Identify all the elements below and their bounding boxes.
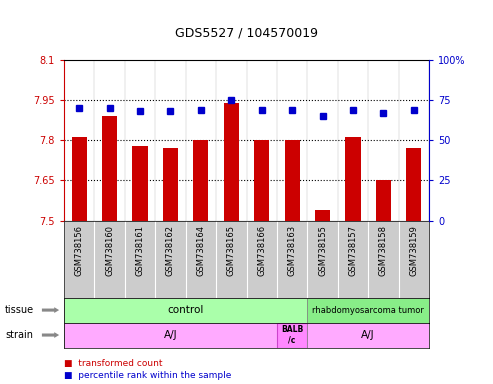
Bar [345,137,360,221]
Bar [64,323,277,348]
Bar [102,116,117,221]
Text: GSM738157: GSM738157 [349,225,357,276]
Text: strain: strain [5,330,33,340]
Text: ■  transformed count: ■ transformed count [64,359,163,368]
Bar [307,323,429,348]
Text: control: control [168,305,204,315]
Text: GSM738158: GSM738158 [379,225,388,276]
Text: GSM738161: GSM738161 [136,225,144,276]
Text: GSM738163: GSM738163 [287,225,297,276]
Bar [64,298,307,323]
Bar [315,210,330,221]
Text: tissue: tissue [5,305,34,315]
Text: GSM738156: GSM738156 [75,225,84,276]
Bar [284,140,300,221]
Text: GSM738162: GSM738162 [166,225,175,276]
Bar [307,298,429,323]
Text: GSM738164: GSM738164 [196,225,206,276]
Bar [277,323,307,348]
Text: BALB
/c: BALB /c [281,325,303,345]
Text: GSM738166: GSM738166 [257,225,266,276]
Text: A/J: A/J [361,330,375,340]
Bar [376,180,391,221]
Bar [224,103,239,221]
Text: GSM738159: GSM738159 [409,225,418,275]
Text: ■  percentile rank within the sample: ■ percentile rank within the sample [64,371,232,379]
Bar [406,148,422,221]
Text: A/J: A/J [164,330,177,340]
Bar [254,140,269,221]
Text: rhabdomyosarcoma tumor: rhabdomyosarcoma tumor [312,306,424,314]
Text: GSM738155: GSM738155 [318,225,327,275]
Bar [71,137,87,221]
Bar [163,148,178,221]
Text: GSM738165: GSM738165 [227,225,236,276]
Bar [193,140,209,221]
Text: GSM738160: GSM738160 [105,225,114,276]
Bar [133,146,148,221]
Text: GDS5527 / 104570019: GDS5527 / 104570019 [175,27,318,40]
